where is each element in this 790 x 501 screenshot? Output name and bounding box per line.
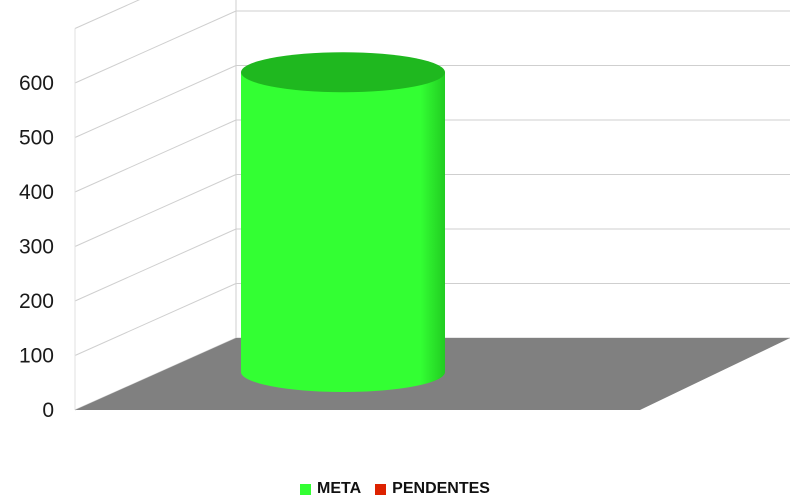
gridline-side — [74, 10, 237, 84]
legend-swatch-meta — [300, 483, 312, 495]
y-tick-label: 100 — [19, 345, 54, 368]
y-tick-label: 600 — [19, 72, 54, 95]
gridline-side — [74, 283, 237, 356]
legend-label-pendentes: PENDENTES — [392, 480, 490, 497]
bars — [241, 52, 445, 392]
y-tick-label: 0 — [42, 399, 54, 422]
y-tick-label: 400 — [19, 181, 54, 204]
legend-label-meta: META — [317, 480, 362, 497]
gridline-side — [74, 228, 237, 302]
gridline-side — [74, 0, 140, 29]
legend-item-pendentes: PENDENTES — [375, 480, 490, 498]
y-tick-label: 200 — [19, 290, 54, 313]
chart-svg: 0 100 200 300 400 500 600 — [19, 0, 790, 422]
side-wall — [75, 0, 236, 410]
y-axis-ticks: 0 100 200 300 400 500 600 — [19, 72, 54, 422]
legend-swatch-pendentes — [375, 483, 387, 495]
bar-meta-body — [241, 72, 445, 392]
gridline-side — [74, 119, 237, 193]
legend-item-meta: META — [300, 480, 361, 498]
bar-meta-top — [241, 52, 445, 93]
y-tick-label: 300 — [19, 236, 54, 259]
gridline-side — [74, 174, 237, 247]
y-tick-label: 500 — [19, 127, 54, 150]
legend: META PENDENTES — [0, 480, 790, 498]
gridline-side — [74, 65, 237, 138]
